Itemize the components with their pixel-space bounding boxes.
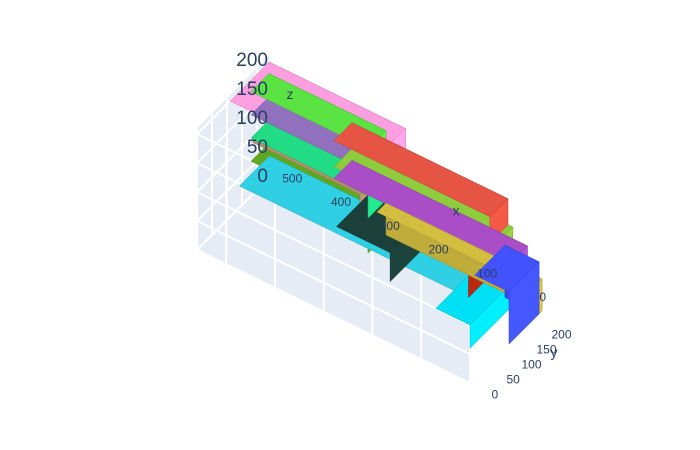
z-tick-label: 200 bbox=[236, 50, 268, 71]
y-tick-label: 0 bbox=[492, 388, 499, 402]
box-layer bbox=[229, 61, 543, 349]
y-tick-label: 100 bbox=[522, 358, 542, 372]
x-tick-label: 500 bbox=[282, 171, 302, 185]
z-axis-title: z bbox=[287, 86, 294, 102]
z-tick-label: 50 bbox=[247, 137, 268, 158]
z-tick-label: 0 bbox=[257, 166, 268, 187]
y-tick-label: 200 bbox=[552, 328, 572, 342]
y-axis-title: y bbox=[551, 344, 558, 360]
y-tick-label: 50 bbox=[507, 373, 521, 387]
x-axis-title: x bbox=[453, 203, 460, 219]
label-layer: 0100200300400500050100150200050100150200… bbox=[236, 50, 572, 402]
z-tick-label: 100 bbox=[236, 108, 268, 129]
gridline-z bbox=[195, 148, 471, 355]
box-1[interactable] bbox=[474, 244, 540, 345]
x-tick-label: 300 bbox=[380, 219, 400, 233]
x-tick-label: 400 bbox=[331, 195, 351, 209]
gridline-z bbox=[195, 177, 471, 384]
box-face-top bbox=[474, 244, 540, 293]
box-face-top bbox=[333, 122, 509, 218]
y-tick-label: 150 bbox=[537, 343, 557, 357]
z-tick-label: 150 bbox=[236, 79, 268, 100]
gridline-z bbox=[195, 119, 471, 326]
x-tick-label: 100 bbox=[477, 266, 497, 280]
box-12[interactable] bbox=[333, 122, 509, 244]
x-tick-label: 0 bbox=[539, 290, 546, 304]
x-tick-label: 200 bbox=[428, 243, 448, 257]
